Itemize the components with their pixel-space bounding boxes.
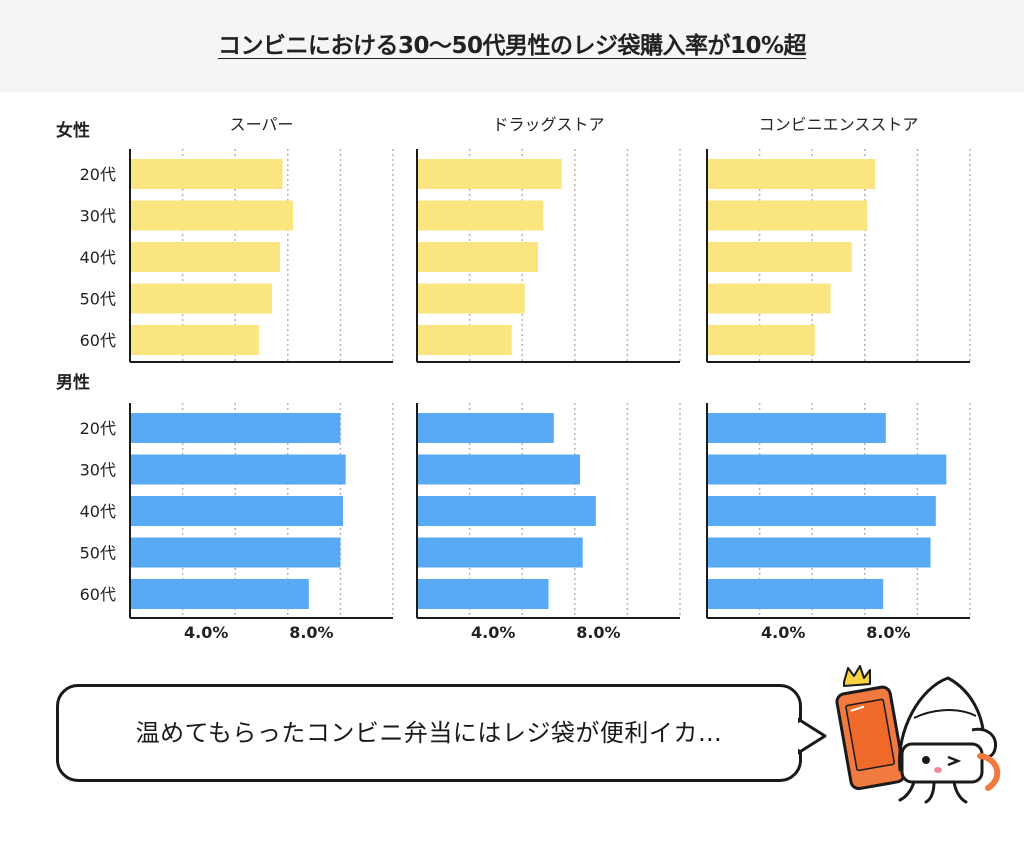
female-bar <box>130 242 280 272</box>
female-bar <box>130 159 283 189</box>
male-bar <box>707 454 947 485</box>
x-tick-label: 8.0% <box>866 623 910 642</box>
panel-title: コンビニエンスストア <box>759 115 919 134</box>
male-bar <box>417 537 583 568</box>
squid-mascot-icon <box>835 665 1001 804</box>
panel-title: スーパー <box>230 115 294 134</box>
male-bar <box>707 579 884 609</box>
category-label: 50代 <box>80 544 116 563</box>
x-tick-label: 4.0% <box>184 623 228 642</box>
female-bar <box>130 200 294 231</box>
female-bar <box>417 325 512 355</box>
male-bar <box>130 579 309 609</box>
group-label: 女性 <box>56 120 90 141</box>
female-bar <box>707 200 868 231</box>
male-bar <box>417 496 596 526</box>
x-tick-label: 8.0% <box>289 623 333 642</box>
header-band <box>0 0 1024 92</box>
chart-title: コンビニにおける30〜50代男性のレジ袋購入率が10%超 <box>217 33 807 59</box>
female-bar <box>707 242 852 272</box>
x-tick-label: 8.0% <box>576 623 620 642</box>
speech-bubble-text: 温めてもらったコンビニ弁当にはレジ袋が便利イカ… <box>135 719 723 747</box>
female-bar <box>707 159 876 189</box>
category-label: 50代 <box>80 290 116 309</box>
group-label: 男性 <box>56 372 90 393</box>
female-bar <box>130 325 259 355</box>
category-label: 60代 <box>80 585 116 604</box>
male-bar <box>130 496 344 526</box>
category-label: 40代 <box>80 502 116 521</box>
female-bar <box>130 283 273 314</box>
category-label: 40代 <box>80 248 116 267</box>
male-bar <box>417 579 549 609</box>
male-bar <box>707 537 931 568</box>
female-bar <box>417 159 562 189</box>
male-bar <box>417 454 581 485</box>
female-bar <box>417 242 538 272</box>
category-label: 30代 <box>80 461 116 480</box>
male-bar <box>417 413 554 443</box>
category-label: 60代 <box>80 331 116 350</box>
male-bar <box>130 454 346 485</box>
category-label: 20代 <box>80 419 116 438</box>
panel-title: ドラッグストア <box>492 115 604 134</box>
female-bar <box>707 325 815 355</box>
speech-bubble <box>56 684 802 782</box>
male-bar <box>130 537 341 568</box>
male-bar <box>707 413 886 443</box>
female-bar <box>417 283 525 314</box>
male-bar <box>130 413 341 443</box>
male-bar <box>707 496 936 526</box>
category-label: 30代 <box>80 207 116 226</box>
speech-bubble-tail <box>798 717 827 755</box>
female-bar <box>417 200 544 231</box>
x-tick-label: 4.0% <box>471 623 515 642</box>
x-tick-label: 4.0% <box>761 623 805 642</box>
category-label: 20代 <box>80 165 116 184</box>
female-bar <box>707 283 831 314</box>
